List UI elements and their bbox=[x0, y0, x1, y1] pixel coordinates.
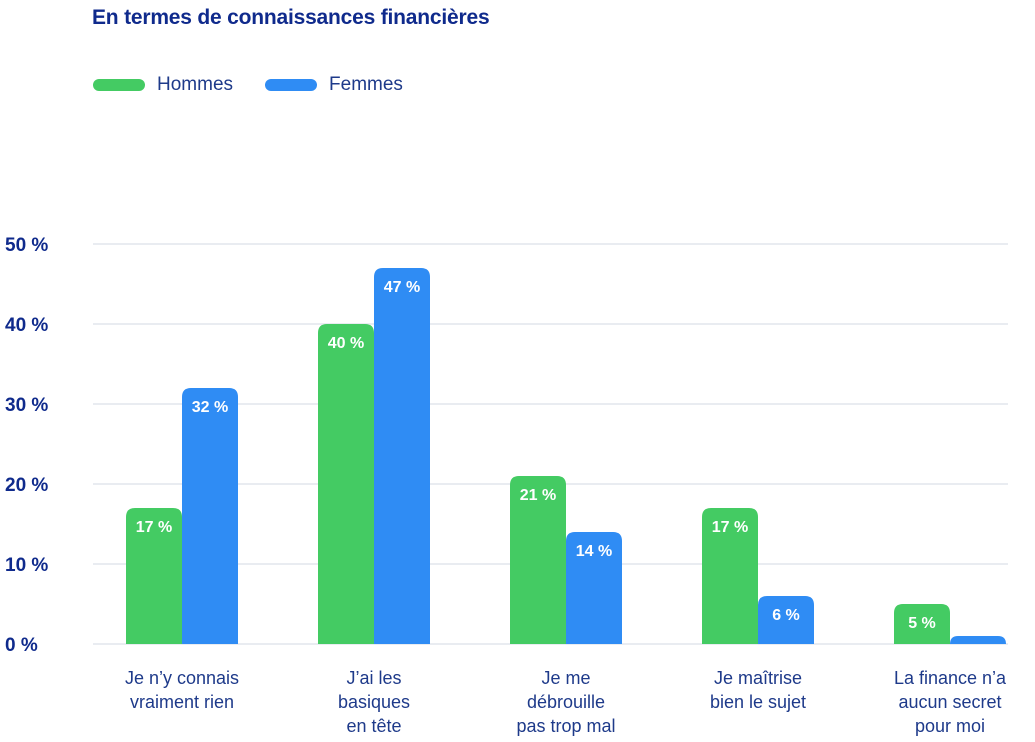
y-tick-label-0: 0 % bbox=[5, 635, 38, 656]
x-category-label-4: La finance n’a aucun secret pour moi bbox=[894, 668, 1007, 736]
bar-hommes-1 bbox=[318, 324, 374, 644]
legend-item-hommes: Hommes bbox=[93, 74, 233, 96]
data-label-hommes-4: 5 % bbox=[908, 615, 936, 632]
data-label-hommes-1: 40 % bbox=[328, 335, 364, 352]
x-category-label-3: Je maîtrise bien le sujet bbox=[710, 668, 806, 712]
y-tick-label-10: 10 % bbox=[5, 555, 48, 576]
y-tick-label-30: 30 % bbox=[5, 395, 48, 416]
x-category-label-line: bien le sujet bbox=[710, 692, 806, 712]
legend-label-hommes: Hommes bbox=[157, 74, 234, 95]
x-category-label-line: en tête bbox=[346, 716, 401, 736]
bar-femmes-0 bbox=[182, 388, 238, 644]
x-category-label-line: aucun secret bbox=[898, 692, 1001, 712]
data-label-femmes-3: 6 % bbox=[772, 607, 800, 624]
y-tick-label-20: 20 % bbox=[5, 475, 48, 496]
x-category-label-line: pas trop mal bbox=[516, 716, 615, 736]
y-tick-label-50: 50 % bbox=[5, 235, 48, 256]
x-category-label-1: J’ai les basiques en tête bbox=[338, 668, 410, 736]
x-category-label-line: La finance n’a bbox=[894, 668, 1007, 688]
bar-hommes-4 bbox=[894, 604, 950, 644]
bar-hommes-2 bbox=[510, 476, 566, 644]
x-category-label-line: pour moi bbox=[915, 716, 985, 736]
x-category-label-line: vraiment rien bbox=[130, 692, 234, 712]
legend-item-femmes: Femmes bbox=[265, 74, 403, 96]
legend-swatch-hommes bbox=[93, 79, 145, 91]
data-label-femmes-4: 1 % bbox=[964, 647, 992, 664]
legend-swatch-femmes bbox=[265, 79, 318, 91]
x-category-label-line: Je maîtrise bbox=[714, 668, 802, 688]
bar-hommes-0 bbox=[126, 508, 182, 644]
data-label-hommes-2: 21 % bbox=[520, 487, 556, 504]
x-category-label-line: Je n’y connais bbox=[125, 668, 239, 688]
data-label-hommes-0: 17 % bbox=[136, 519, 172, 536]
x-category-label-0: Je n’y connais vraiment rien bbox=[125, 668, 239, 712]
x-category-label-line: débrouille bbox=[527, 692, 605, 712]
data-label-hommes-3: 17 % bbox=[712, 519, 748, 536]
data-label-femmes-2: 14 % bbox=[576, 543, 612, 560]
bar-femmes-4 bbox=[950, 636, 1006, 644]
bar-femmes-1 bbox=[374, 268, 430, 644]
x-category-label-2: Je me débrouille pas trop mal bbox=[516, 668, 615, 736]
y-tick-label-40: 40 % bbox=[5, 315, 48, 336]
legend: Hommes Femmes bbox=[93, 74, 435, 96]
data-label-femmes-0: 32 % bbox=[192, 399, 228, 416]
bar-hommes-3 bbox=[702, 508, 758, 644]
x-category-label-line: basiques bbox=[338, 692, 410, 712]
x-category-label-line: J’ai les bbox=[346, 668, 401, 688]
x-category-label-line: Je me bbox=[541, 668, 590, 688]
bar-femmes-2 bbox=[566, 532, 622, 644]
data-label-femmes-1: 47 % bbox=[384, 279, 420, 296]
chart-title: En termes de connaissances financières bbox=[92, 6, 490, 29]
bar-femmes-3 bbox=[758, 596, 814, 644]
legend-label-femmes: Femmes bbox=[329, 74, 403, 95]
